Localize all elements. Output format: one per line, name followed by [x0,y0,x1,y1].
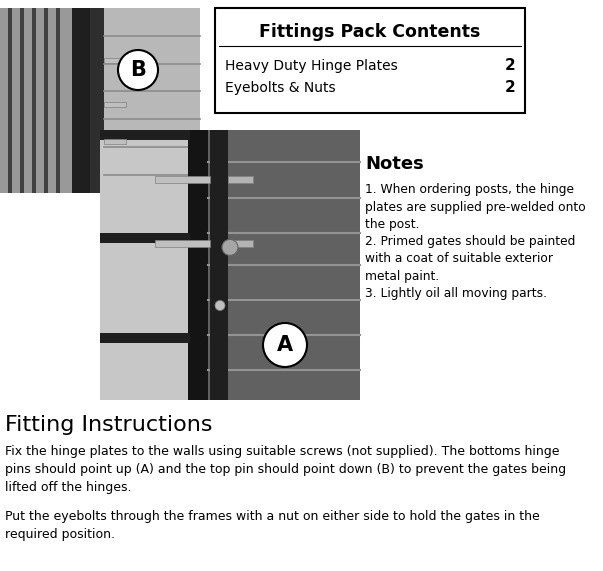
Bar [228,176,253,183]
Text: A: A [277,335,293,355]
Bar [100,130,190,400]
Text: Eyebolts & Nuts: Eyebolts & Nuts [225,81,336,95]
Bar [210,130,228,400]
Bar [8,8,12,193]
Text: B: B [130,60,146,80]
Text: Heavy Duty Hinge Plates: Heavy Duty Hinge Plates [225,59,398,73]
Circle shape [263,323,307,367]
Bar [208,130,360,400]
Circle shape [118,50,158,90]
Bar [100,130,190,140]
Text: Fittings Pack Contents: Fittings Pack Contents [259,23,481,41]
Bar [100,232,190,243]
FancyBboxPatch shape [215,8,525,113]
Bar [20,8,24,193]
Bar [72,8,90,193]
Circle shape [222,239,238,255]
Text: Put the eyebolts through the frames with a nut on either side to hold the gates : Put the eyebolts through the frames with… [5,510,540,541]
Bar [188,130,208,400]
Bar [0,8,72,193]
Bar [228,240,253,247]
Bar [104,139,126,144]
Bar [56,8,60,193]
Bar [90,8,104,193]
Bar [100,130,360,400]
Bar [100,332,190,343]
Bar [155,176,210,183]
Text: 3. Lightly oil all moving parts.: 3. Lightly oil all moving parts. [365,287,547,300]
Text: 2. Primed gates should be painted
with a coat of suitable exterior
metal paint.: 2. Primed gates should be painted with a… [365,235,575,283]
Bar [32,8,36,193]
Text: Fitting Instructions: Fitting Instructions [5,415,212,435]
Bar [104,58,126,63]
Text: Notes: Notes [365,155,424,173]
Circle shape [215,300,225,311]
Bar [0,8,200,193]
Text: 2: 2 [505,58,516,74]
Bar [104,102,126,107]
Text: Fix the hinge plates to the walls using suitable screws (not supplied). The bott: Fix the hinge plates to the walls using … [5,445,566,494]
Text: 2: 2 [505,81,516,95]
Bar [44,8,48,193]
Bar [155,240,210,247]
Text: 1. When ordering posts, the hinge
plates are supplied pre-welded onto
the post.: 1. When ordering posts, the hinge plates… [365,183,586,231]
